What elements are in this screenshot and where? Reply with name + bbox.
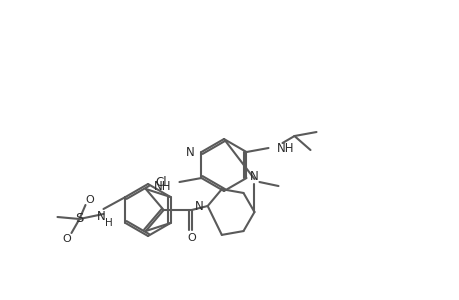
- Text: NH: NH: [276, 142, 293, 154]
- Text: H: H: [104, 218, 112, 228]
- Text: S: S: [75, 212, 84, 226]
- Text: Cl: Cl: [156, 176, 167, 188]
- Text: N: N: [195, 200, 204, 214]
- Text: O: O: [62, 234, 71, 244]
- Text: N: N: [250, 169, 258, 182]
- Text: O: O: [187, 233, 196, 243]
- Text: O: O: [85, 195, 94, 205]
- Text: NH: NH: [153, 181, 171, 194]
- Text: N: N: [97, 211, 106, 224]
- Text: N: N: [185, 146, 194, 158]
